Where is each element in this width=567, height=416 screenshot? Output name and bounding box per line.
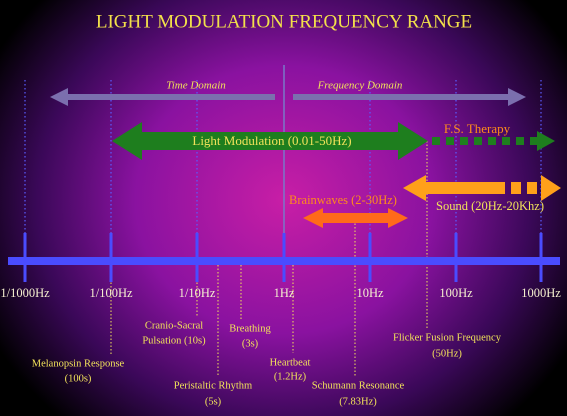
annotation: Peristaltic Rhythm	[174, 380, 252, 391]
range-label: F.S. Therapy	[444, 121, 511, 136]
domain-label: Time Domain	[166, 80, 226, 92]
range-label: Sound (20Hz-20Khz)	[436, 199, 544, 213]
title: LIGHT MODULATION FREQUENCY RANGE	[96, 11, 472, 32]
light-modulation-arrow	[112, 122, 428, 160]
tick-label: 100Hz	[439, 286, 473, 300]
annotation: (5s)	[205, 396, 222, 407]
annotation: Schumann Resonance	[312, 380, 405, 391]
tick-label: 10Hz	[356, 286, 384, 300]
annotation: Pulsation (10s)	[142, 335, 206, 346]
annotation: Breathing	[229, 323, 271, 334]
annotation: (3s)	[242, 338, 259, 349]
annotation: (7.83Hz)	[339, 396, 377, 407]
time-arrow-head	[50, 88, 68, 106]
tick-label: 1/1000Hz	[0, 286, 50, 300]
fs-therapy-arrow	[432, 131, 555, 151]
annotation: Cranio-Sacral	[145, 320, 203, 331]
tick-label: 1/100Hz	[89, 286, 133, 300]
domain-label: Frequency Domain	[317, 80, 403, 92]
annotation: Flicker Fusion Frequency	[393, 332, 502, 343]
range-label: Brainwaves (2-30Hz)	[289, 193, 397, 207]
annotation: (100s)	[65, 373, 92, 384]
annotation: Heartbeat	[270, 357, 311, 368]
axis-ticks	[23, 233, 543, 282]
frequency-arrow-head	[508, 88, 526, 106]
annotation: (50Hz)	[432, 348, 462, 359]
range-label: Light Modulation (0.01-50Hz)	[192, 133, 351, 148]
tick-label: 1000Hz	[521, 286, 561, 300]
sound-arrow	[403, 175, 561, 201]
annotation: (1.2Hz)	[274, 371, 307, 382]
tick-label: 1/10Hz	[179, 286, 216, 300]
annotation: Melanopsin Response	[32, 358, 125, 369]
tick-guides	[24, 80, 542, 280]
brainwaves-arrow	[303, 208, 408, 228]
tick-label: 1Hz	[274, 286, 295, 300]
